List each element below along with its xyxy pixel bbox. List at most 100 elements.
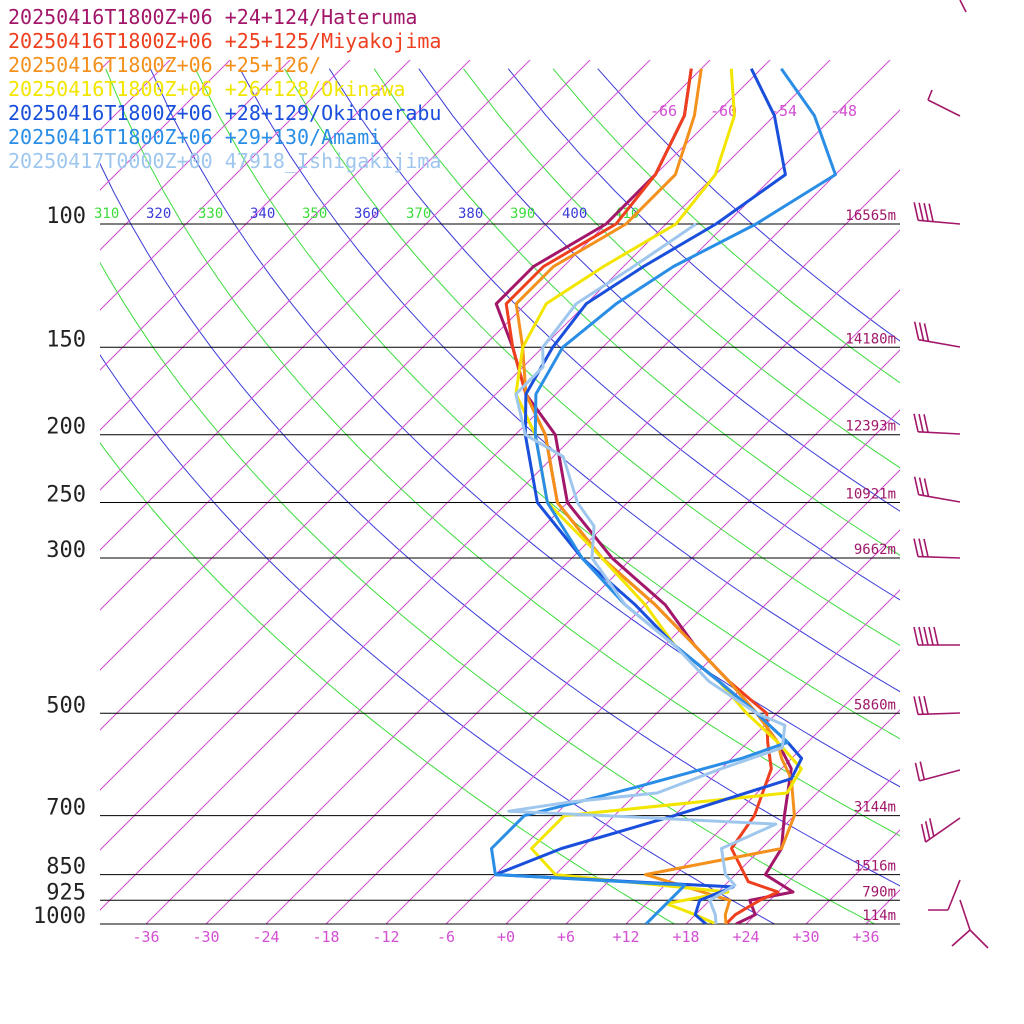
profile-line [514, 68, 796, 924]
upper-temperature-label: -66 [650, 102, 677, 120]
upper-temperature-label: -48 [830, 102, 857, 120]
dry-adiabat-line [100, 162, 900, 887]
pressure-label: 100 [46, 204, 86, 229]
wind-barb [914, 761, 961, 782]
isotherm-line [205, 229, 900, 924]
height-label: 12393m [845, 419, 896, 435]
wind-barb [920, 817, 961, 843]
isotherm-line [100, 60, 711, 671]
theta-label: 380 [458, 206, 483, 222]
temperature-tick-label: +12 [612, 928, 639, 946]
temperature-tick-labels: -36 -30 -24 -18 -12 -6 +0 +6 +12 +18 +24 +30 +36 [132, 928, 879, 946]
legend-entry: 20250417T0000Z+00 47918_Ishigakijima [8, 149, 441, 173]
height-label: 3144m [854, 800, 896, 816]
isotherm-line [100, 60, 651, 611]
theta-label: 390 [510, 206, 535, 222]
dry-adiabat-line [100, 442, 675, 924]
isotherm-line [625, 649, 900, 924]
theta-label: 350 [302, 206, 327, 222]
upper-temperature-label: -54 [770, 102, 797, 120]
legend-entry: 20250416T1800Z+06 +29+130/Amami [8, 125, 381, 149]
height-label: 1516m [854, 859, 896, 875]
wind-barb [913, 538, 961, 559]
profile-line [494, 68, 795, 924]
wind-barb [913, 476, 961, 503]
wind-barb [913, 626, 960, 646]
temperature-tick-label: -12 [372, 928, 399, 946]
isotherm-line [685, 709, 900, 924]
pressure-label: 1000 [33, 904, 86, 929]
wind-barb [927, 89, 933, 101]
isotherm-line [100, 60, 471, 431]
wind-barb [913, 321, 961, 348]
isotherm-line [325, 349, 900, 924]
dry-adiabat-line [149, 68, 900, 788]
wind-barb [927, 99, 961, 117]
wind-barb [959, 0, 967, 13]
isotherm-line [445, 469, 900, 924]
temperature-tick-label: -36 [132, 928, 159, 946]
legend-entry: 20250416T1800Z+06 +28+129/Okinoerabu [8, 101, 441, 125]
isotherm-line [100, 60, 231, 191]
wind-barb [969, 929, 989, 949]
dry-adiabat-line [463, 68, 900, 469]
temperature-tick-label: +30 [792, 928, 819, 946]
wind-barb [913, 695, 961, 716]
theta-label: 310 [94, 206, 119, 222]
theta-label: 360 [354, 206, 379, 222]
dry-adiabat-line [105, 68, 900, 837]
isotherm-line [505, 529, 900, 924]
isotherm-line [100, 60, 291, 251]
legend-entry: 20250416T1800Z+06 +26+128/Okinawa [8, 77, 405, 101]
wind-barb [913, 202, 961, 225]
height-labels: 16565m 14180m 12393m 10921m 9662m 5860m 3144m 1… [845, 208, 896, 924]
theta-label: 330 [198, 206, 223, 222]
height-label: 10921m [845, 487, 896, 503]
theta-label: 400 [562, 206, 587, 222]
isotherm-line [745, 769, 900, 924]
pressure-label: 700 [46, 796, 86, 821]
dry-adiabat-line [328, 68, 900, 601]
dry-adiabat-line [284, 68, 900, 646]
isotherm-line [100, 60, 591, 551]
height-label: 114m [862, 908, 896, 924]
isotherm-line [565, 589, 900, 924]
isotherm-line [100, 60, 351, 311]
height-label: 790m [862, 884, 896, 900]
temperature-tick-label: +24 [732, 928, 759, 946]
pressure-label: 200 [46, 415, 86, 440]
pressure-label: 300 [46, 538, 86, 563]
isotherm-line [100, 60, 771, 731]
pressure-label: 150 [46, 327, 86, 352]
dry-adiabat-line [418, 68, 900, 512]
isotherm-line [265, 289, 900, 924]
upper-temperature-label: -60 [710, 102, 737, 120]
isotherm-line [145, 169, 900, 924]
temperature-tick-label: +36 [852, 928, 879, 946]
dry-adiabat-line [100, 261, 875, 924]
temperature-profiles [490, 67, 837, 924]
dry-adiabat-line [373, 68, 900, 556]
height-label: 5860m [854, 697, 896, 713]
isotherm-line [100, 60, 831, 791]
theta-label: 340 [250, 206, 275, 222]
temperature-tick-label: -6 [437, 928, 455, 946]
profile-line [507, 222, 787, 924]
dry-adiabat-line [194, 68, 900, 740]
pressure-label: 850 [46, 855, 86, 880]
isotherm-line [100, 60, 411, 371]
theta-labels: 310 320 330 340 350 360 370 380 390 400 410 [94, 206, 639, 222]
isotherm-line [100, 60, 531, 491]
legend-entry: 20250416T1800Z+06 +24+124/Hateruma [8, 5, 417, 29]
temperature-tick-label: +6 [557, 928, 575, 946]
theta-label: 320 [146, 206, 171, 222]
pressure-label: 250 [46, 483, 86, 508]
temperature-tick-label: -24 [252, 928, 279, 946]
pressure-label: 925 [46, 880, 86, 905]
dry-adiabat-line [100, 354, 775, 924]
wind-barb [959, 899, 971, 931]
legend: 20250416T1800Z+06 +24+124/Hateruma 202504… [8, 5, 441, 173]
